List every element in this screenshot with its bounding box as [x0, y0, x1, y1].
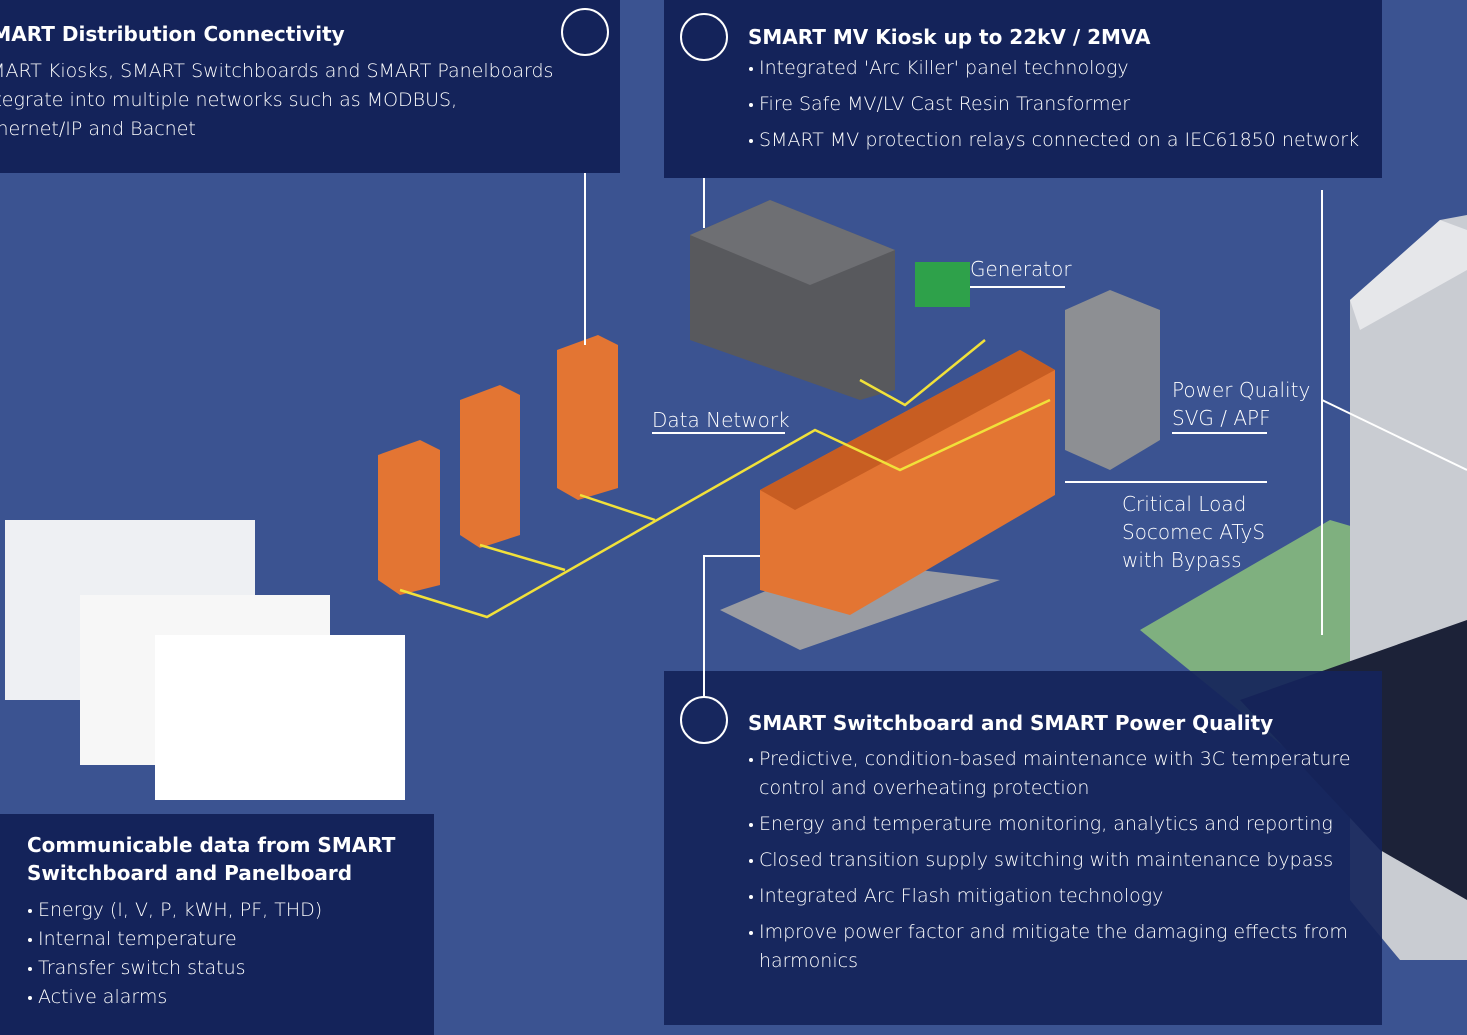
bullet-dot: [749, 931, 753, 935]
bullet-text: Transfer switch status: [38, 957, 246, 979]
bullet-text: Energy (I, V, P, kWH, PF, THD): [38, 899, 322, 921]
kiosk-panel: SMART MV Kiosk up to 22kV / 2MVA Integra…: [664, 0, 1382, 178]
bullet-text: Integrated Arc Flash mitigation technolo…: [759, 885, 1163, 907]
bullet-item: Energy and temperature monitoring, analy…: [748, 810, 1368, 839]
panel-title: SMART MV Kiosk up to 22kV / 2MVA: [748, 23, 1151, 51]
bullet-item: Predictive, condition-based maintenance …: [748, 745, 1368, 803]
bullet-dot: [749, 103, 753, 107]
panel-title: SMART Switchboard and SMART Power Qualit…: [748, 709, 1273, 737]
bullet-dot: [749, 758, 753, 762]
bullet-dot: [28, 967, 32, 971]
bullet-dot: [28, 996, 32, 1000]
data-panel: Communicable data from SMART Switchboard…: [0, 814, 434, 1035]
bullet-item: Fire Safe MV/LV Cast Resin Transformer: [748, 90, 1378, 119]
bullet-list: Energy (I, V, P, kWH, PF, THD) Internal t…: [27, 896, 427, 1012]
power-quality-cabinet: [1065, 290, 1160, 470]
bullet-item: Improve power factor and mitigate the da…: [748, 918, 1368, 976]
panel-title: Communicable data from SMART Switchboard…: [27, 831, 427, 887]
label-line: SVG / APF: [1172, 404, 1310, 432]
bullet-dot: [749, 895, 753, 899]
bullet-dot: [749, 859, 753, 863]
label-line: with Bypass: [1122, 546, 1265, 574]
bullet-item: Active alarms: [27, 983, 427, 1012]
bullet-list: Predictive, condition-based maintenance …: [748, 745, 1368, 983]
panel-body: SMART Kiosks, SMART Switchboards and SMA…: [0, 57, 557, 144]
bullet-list: Integrated 'Arc Killer' panel technology…: [748, 54, 1378, 162]
panelboard: [460, 385, 520, 548]
bullet-text: SMART MV protection relays connected on …: [759, 129, 1359, 151]
bullet-text: Improve power factor and mitigate the da…: [759, 921, 1348, 972]
generator-label: Generator: [970, 255, 1072, 283]
panel-title: SMART Distribution Connectivity: [0, 20, 345, 48]
bullet-item: SMART MV protection relays connected on …: [748, 126, 1378, 155]
bullet-text: Internal temperature: [38, 928, 237, 950]
bullet-item: Closed transition supply switching with …: [748, 846, 1368, 875]
bullet-item: Energy (I, V, P, kWH, PF, THD): [27, 896, 427, 925]
switchboard-panel: SMART Switchboard and SMART Power Qualit…: [664, 671, 1382, 1025]
bullet-text: Fire Safe MV/LV Cast Resin Transformer: [759, 93, 1130, 115]
bullet-item: Integrated 'Arc Killer' panel technology: [748, 54, 1378, 83]
bullet-dot: [28, 938, 32, 942]
bullet-dot: [749, 67, 753, 71]
bullet-dot: [749, 823, 753, 827]
page: SMART Distribution Connectivity SMART Ki…: [0, 0, 1467, 1035]
label-line: Socomec ATyS: [1122, 518, 1265, 546]
bullet-item: Transfer switch status: [27, 954, 427, 983]
bullet-dot: [749, 139, 753, 143]
data-network-label: Data Network: [652, 406, 790, 434]
panelboard: [557, 335, 618, 500]
bullet-dot: [28, 909, 32, 913]
generator-icon: [915, 262, 970, 307]
screen-mockup: [155, 635, 405, 800]
bullet-text: Predictive, condition-based maintenance …: [759, 748, 1351, 799]
bullet-item: Integrated Arc Flash mitigation technolo…: [748, 882, 1368, 911]
bullet-text: Energy and temperature monitoring, analy…: [759, 813, 1333, 835]
bullet-item: Internal temperature: [27, 925, 427, 954]
panelboard: [378, 440, 440, 595]
label-line: Power Quality: [1172, 376, 1310, 404]
bullet-text: Integrated 'Arc Killer' panel technology: [759, 57, 1129, 79]
connectivity-panel: SMART Distribution Connectivity SMART Ki…: [0, 0, 620, 173]
bullet-text: Active alarms: [38, 986, 167, 1008]
bullet-text: Closed transition supply switching with …: [759, 849, 1333, 871]
label-line: Critical Load: [1122, 490, 1265, 518]
